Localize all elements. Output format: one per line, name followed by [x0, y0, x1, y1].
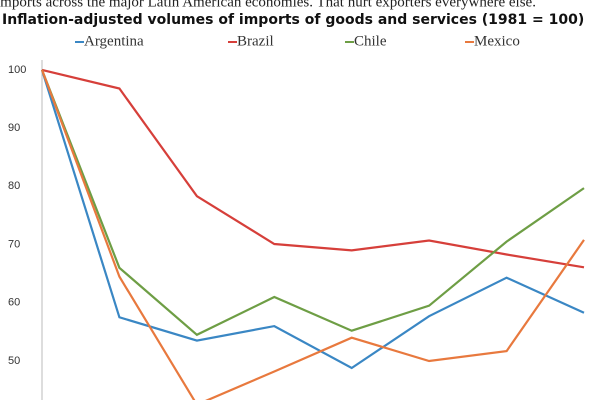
legend-label: Mexico	[474, 33, 520, 49]
chart-title: Inflation-adjusted volumes of imports of…	[2, 12, 584, 28]
y-tick-label: 50	[8, 355, 20, 367]
series-line	[40, 69, 585, 337]
series-line	[40, 69, 585, 370]
y-tick-label: 100	[8, 64, 26, 76]
legend-label: Brazil	[237, 33, 274, 49]
chart-subtitle: imports across the major Latin American …	[0, 0, 536, 10]
series-line	[41, 68, 585, 269]
y-tick-label: 80	[8, 180, 20, 192]
plot-area	[40, 68, 585, 400]
y-tick-label: 70	[8, 238, 20, 250]
series-line	[40, 69, 585, 400]
y-tick-label: 60	[8, 297, 20, 309]
legend-label: Chile	[354, 33, 387, 49]
legend-label: Argentina	[84, 33, 144, 49]
y-tick-label: 90	[8, 122, 20, 134]
